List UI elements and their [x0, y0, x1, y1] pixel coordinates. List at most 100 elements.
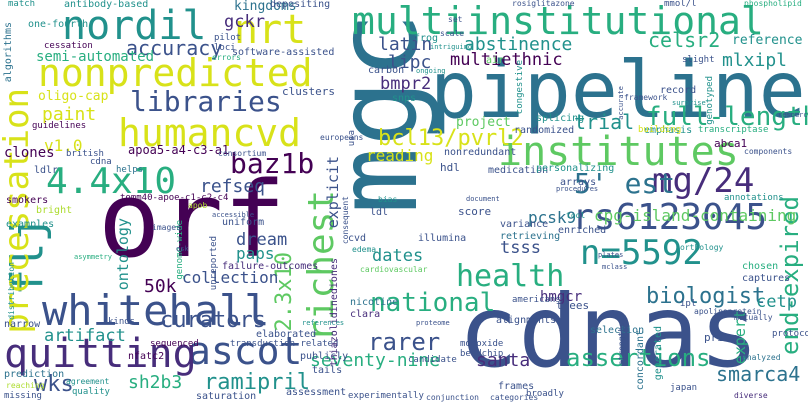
word-illumina: illumina — [418, 233, 467, 244]
word-nrt: nrt — [234, 7, 307, 53]
word-protocols: protocols — [772, 329, 808, 339]
word-orf: orf — [98, 159, 286, 281]
word-cessation: cessation — [44, 41, 93, 51]
word-health: health — [456, 259, 565, 294]
word-trees: trees — [556, 299, 590, 312]
word-paint: paint — [42, 104, 97, 125]
word-randomized: randomized — [514, 125, 575, 136]
word-baz1b: baz1b — [230, 147, 315, 180]
word-set: set — [448, 15, 463, 24]
word-snps: snps — [392, 93, 417, 104]
word-software: software-assisted — [232, 47, 335, 58]
word-candidate: candidate — [408, 355, 457, 365]
word-ldl: ldl — [370, 207, 389, 218]
word-plates: plates — [598, 251, 624, 259]
word-apoa5: apoa5-a4-c3-a1 — [128, 143, 230, 157]
word-bmpr2: bmpr2 — [380, 74, 432, 94]
word-consortium: consortium — [218, 149, 267, 158]
word-variance: variance — [500, 219, 549, 230]
word-nordil: nordil — [62, 3, 207, 49]
word-orthology: orthology — [680, 243, 724, 252]
word-institutes: institutes — [498, 129, 739, 175]
word-record: record — [660, 85, 697, 96]
word-enriched: enriched — [558, 225, 607, 236]
word-refseq: refseq — [200, 176, 266, 197]
word-celsr2: celsr2 — [648, 28, 721, 52]
word-mutually: mutually — [734, 313, 773, 322]
word-intriguing: intriguing — [430, 43, 473, 51]
word-failure: failure-outcomes — [222, 261, 319, 272]
word-curators: curators — [160, 308, 266, 333]
word-hdl: hdl — [440, 161, 460, 174]
word-cardiovascular: cardiovascular — [360, 265, 428, 274]
word-monoxide: monoxide — [460, 339, 504, 349]
word-sequenced: sequenced — [150, 339, 199, 349]
word-europeans: europeans — [320, 133, 364, 142]
word-congestive: congestive — [515, 60, 525, 115]
word-asymmetry: asymmetry — [74, 253, 112, 261]
word-conjunction: conjunction — [426, 393, 479, 402]
word-hmgcr: hmgcr — [540, 289, 583, 305]
word-nonpredicted: nonpredicted — [38, 51, 313, 95]
word-experimentally: experimentally — [348, 391, 424, 401]
word-references: references — [302, 319, 345, 327]
word-abca1: abca1 — [714, 137, 748, 150]
word-elaborated: elaborated — [256, 329, 317, 340]
word-osk: osk — [176, 245, 189, 253]
word-depositing: depositing — [270, 0, 331, 10]
word-bias: bias — [378, 195, 398, 204]
word-beadchip: beadchip — [460, 349, 504, 359]
word-collection: collection — [182, 268, 279, 287]
word-multiethnic: multiethnic — [450, 50, 563, 70]
word-explicit: explicit — [324, 156, 342, 229]
word-tool: tool — [566, 211, 586, 220]
word-one-fourth: one-fourth — [28, 19, 89, 30]
word-missing: missing — [4, 391, 42, 401]
word-medication: medication — [488, 165, 549, 176]
word-frog: frog — [414, 33, 439, 44]
word-trial: trial — [574, 110, 635, 134]
word-artifact: artifact — [44, 326, 126, 346]
word-proteome: proteome — [416, 319, 450, 327]
word-mlxipl: mlxipl — [722, 50, 788, 71]
word-quitting: quitting — [4, 331, 197, 377]
word-50k: 50k — [144, 276, 177, 297]
word-algorithms: algorithms — [3, 22, 14, 83]
word-ldlr: ldlr — [34, 165, 59, 176]
word-guidelines: guidelines — [32, 121, 87, 131]
word-kingdoms: kingdoms — [234, 0, 297, 14]
word-scale: scale — [440, 29, 465, 38]
word-assertions: assertions — [566, 344, 711, 372]
word-dates: dates — [372, 246, 424, 266]
word-document: document — [466, 195, 500, 203]
word-japan: japan — [670, 383, 698, 393]
word-clusters: clusters — [282, 85, 335, 98]
word-resource: resource — [778, 111, 808, 119]
word-errors: errors — [212, 53, 241, 62]
word-cetp: cetp — [756, 292, 797, 312]
word-mg24: mg/24 — [652, 161, 755, 201]
word-gckr: gckr — [224, 12, 265, 32]
word-air: air — [486, 55, 505, 66]
word-analyzed: analyzed — [742, 353, 781, 362]
word-score: score — [458, 205, 492, 218]
word-images: images — [152, 223, 181, 232]
word-humancvd: humancvd — [118, 111, 302, 155]
word-emphasis: emphasis — [644, 125, 693, 136]
word-splicing: splicing — [536, 113, 585, 124]
word-prediction: prediction — [4, 369, 65, 380]
word-nfatc2: nfatc2 — [128, 351, 165, 362]
word-pcsk9: pcsk9 — [528, 208, 577, 227]
word-loci: loci — [214, 43, 236, 53]
word-saturation: saturation — [196, 391, 257, 402]
word-concordant: concordant — [635, 330, 646, 391]
word-transcriptase: transcriptase — [698, 125, 769, 135]
word-strengths: strengths — [617, 322, 626, 366]
word-carbon: carbon — [368, 65, 405, 76]
word-cpg-island: cpg-island-containing — [594, 206, 797, 225]
word-oligo-cap: oligo-cap — [38, 89, 109, 104]
word-sh2b3: sh2b3 — [128, 372, 183, 393]
word-consequent: consequent — [341, 196, 350, 245]
word-surprise: surprise — [672, 99, 706, 107]
word-match: match — [8, 0, 36, 9]
